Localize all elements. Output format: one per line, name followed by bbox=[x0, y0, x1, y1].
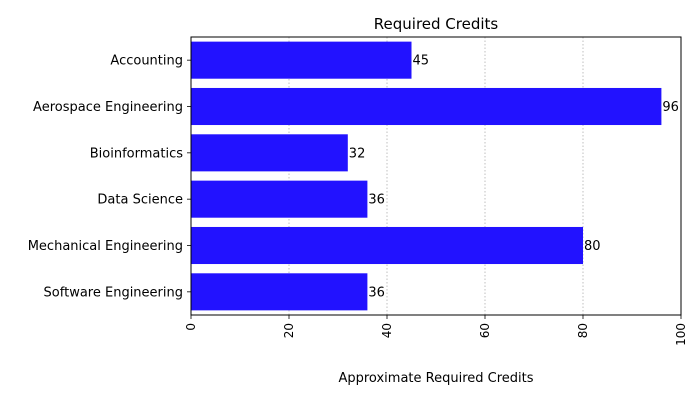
y-tick-label: Bioinformatics bbox=[90, 146, 183, 161]
bar-value-label: 80 bbox=[584, 239, 601, 254]
bar-value-label: 36 bbox=[368, 285, 385, 300]
bar bbox=[191, 180, 368, 218]
plot-frame bbox=[190, 36, 682, 316]
y-tick-label: Mechanical Engineering bbox=[28, 239, 183, 254]
y-tick-label: Software Engineering bbox=[44, 285, 183, 300]
x-gridlines bbox=[288, 37, 584, 315]
bar bbox=[191, 273, 368, 311]
y-tick-label: Data Science bbox=[97, 193, 183, 208]
bar bbox=[191, 226, 583, 265]
bar-value-label: 32 bbox=[349, 146, 366, 161]
x-axis-label: Approximate Required Credits bbox=[338, 371, 533, 386]
bar bbox=[191, 134, 348, 172]
bar-value-label: 45 bbox=[413, 54, 430, 69]
bar-value-label: 36 bbox=[368, 193, 385, 208]
x-tick-label: 20 bbox=[282, 323, 296, 338]
x-tick-label: 0 bbox=[184, 323, 198, 331]
x-tick-label: 100 bbox=[674, 323, 688, 346]
y-tick-label: Aerospace Engineering bbox=[33, 100, 183, 115]
y-tick-labels: Accounting Aerospace Engineering Bioinform… bbox=[28, 54, 191, 300]
bars bbox=[191, 41, 662, 311]
y-tick-label: Accounting bbox=[110, 54, 183, 69]
bar-value-labels: 45 96 32 36 80 36 bbox=[349, 54, 679, 301]
x-tick-labels: 0 20 40 60 80 100 bbox=[184, 315, 688, 346]
chart-title: Required Credits bbox=[374, 15, 499, 33]
x-tick-label: 60 bbox=[478, 323, 492, 338]
x-tick-label: 40 bbox=[380, 323, 394, 338]
bar bbox=[191, 41, 412, 79]
bar bbox=[191, 87, 662, 126]
x-tick-label: 80 bbox=[576, 323, 590, 338]
bar-value-label: 96 bbox=[662, 100, 679, 115]
